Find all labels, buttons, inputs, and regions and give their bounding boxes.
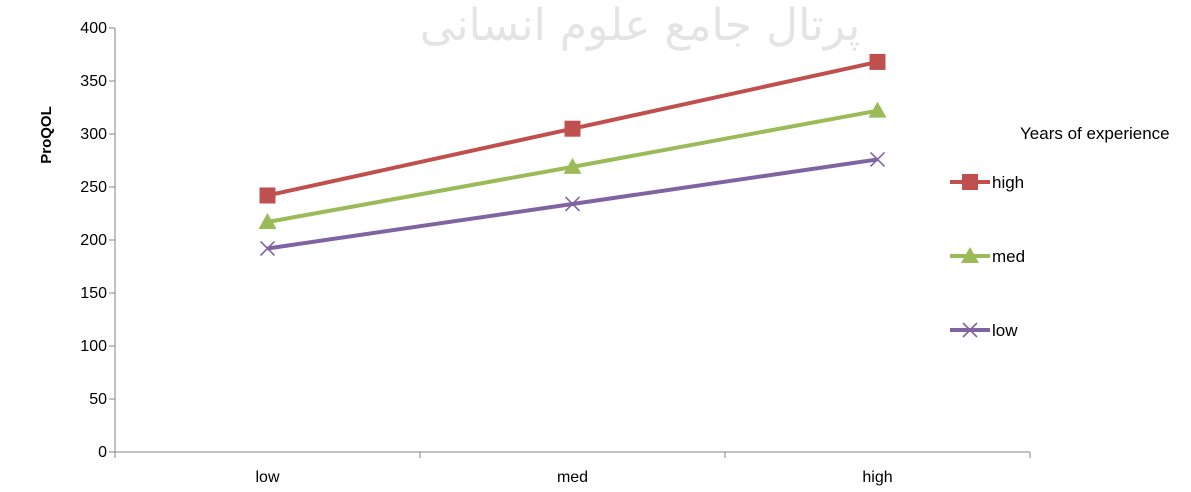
data-point-high (564, 120, 581, 137)
legend-item-low: low (950, 321, 1018, 340)
data-point-med (868, 101, 887, 118)
y-tick-label: 100 (80, 338, 107, 355)
legend-marker-high (962, 174, 978, 190)
legend-item-med: med (950, 247, 1025, 266)
y-tick-label: 300 (80, 126, 107, 143)
data-point-med (563, 157, 582, 174)
y-tick-label: 0 (98, 444, 107, 461)
x-tick-labels: low med high (255, 469, 892, 486)
y-tick-labels: 0 50 100 150 200 250 300 350 400 (80, 20, 107, 461)
x-tick-label: med (557, 469, 588, 486)
legend-marker-low (962, 322, 978, 338)
y-axis-title: ProQOL (38, 106, 55, 164)
y-tick-label: 400 (80, 20, 107, 37)
data-point-low (564, 196, 581, 212)
data-point-med (258, 212, 277, 229)
data-point-low (869, 151, 886, 168)
legend-label: high (992, 173, 1024, 192)
y-tick-label: 150 (80, 285, 107, 302)
series-layer (258, 53, 887, 257)
legend-title: Years of experience (1020, 124, 1170, 143)
data-point-high (259, 187, 276, 204)
series-low (259, 151, 886, 257)
watermark: پرتال جامع علوم انسانی (420, 0, 861, 51)
legend-label: low (992, 321, 1018, 340)
y-tick-label: 250 (80, 179, 107, 196)
x-tick-label: high (862, 469, 892, 486)
legend-marker-med (961, 247, 979, 263)
series-high (259, 53, 886, 204)
data-point-high (869, 53, 886, 70)
legend-item-high: high (950, 173, 1024, 192)
legend: high med low (950, 173, 1025, 340)
y-tick-label: 200 (80, 232, 107, 249)
data-point-low (259, 240, 276, 257)
y-tick-label: 50 (89, 391, 107, 408)
x-tick-label: low (255, 469, 279, 486)
y-tick-label: 350 (80, 73, 107, 90)
series-med (258, 101, 887, 229)
legend-label: med (992, 247, 1025, 266)
axes (109, 27, 1031, 458)
